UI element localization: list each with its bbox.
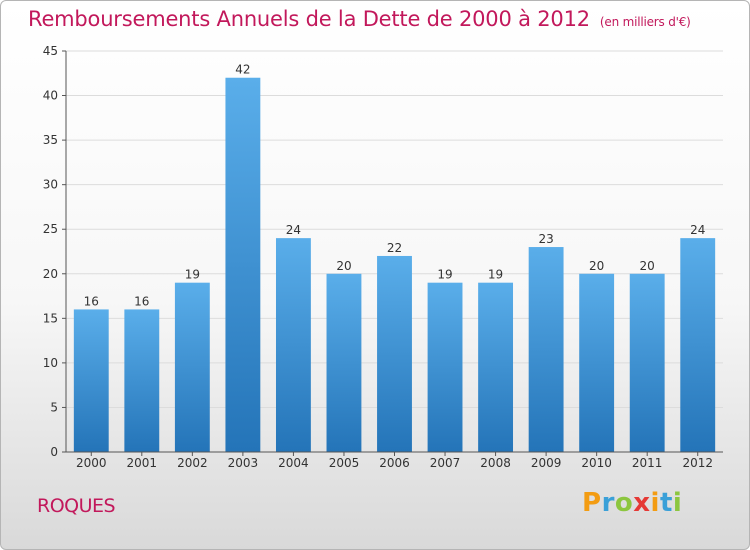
bar [225,77,261,452]
bar [124,309,160,452]
bar [528,247,564,452]
bar-value-label: 42 [235,63,250,77]
bar [478,282,514,452]
bar-value-label: 19 [185,268,200,282]
bar [377,255,412,452]
bar [275,238,311,452]
bar-value-label: 20 [589,259,604,273]
x-tick-label: 2003 [228,456,259,470]
logo-letter: i [672,488,683,518]
y-tick-label: 10 [43,356,58,370]
bar-value-label: 20 [640,259,655,273]
logo-letter: i [650,488,660,518]
logo-letter: P [582,488,602,518]
bar-value-label: 19 [437,268,452,282]
x-tick-label: 2005 [329,456,360,470]
x-tick-label: 2004 [278,456,309,470]
logo-letter: o [614,488,634,518]
logo-letter: r [601,488,615,518]
y-tick-label: 15 [43,311,58,325]
bar-value-label: 16 [134,294,149,308]
chart-title-block: Remboursements Annuels de la Dette de 20… [28,7,691,31]
y-tick-label: 45 [43,44,58,58]
bar-value-label: 22 [387,241,402,255]
x-tick-label: 2010 [581,456,612,470]
bar-value-label: 19 [488,268,503,282]
y-tick-label: 30 [43,178,58,192]
axes: 0 5 10 15 20 25 30 35 40 45 2000 2001 2002 2003 2004 20… [43,44,723,470]
y-tick-label: 25 [43,222,58,236]
bar-value-label: 24 [286,223,301,237]
bar [427,282,463,452]
chart-unit: (en milliers d'€) [599,15,691,29]
bar [680,238,716,452]
y-tick-label: 5 [50,400,58,414]
x-tick-label: 2001 [127,456,158,470]
x-tick-label: 2000 [76,456,107,470]
bar [629,273,665,452]
bar-value-label: 16 [84,294,99,308]
x-tick-label: 2011 [632,456,663,470]
x-tick-label: 2007 [430,456,461,470]
bar-value-label: 23 [538,232,553,246]
x-tick-label: 2002 [177,456,208,470]
bar [73,309,109,452]
x-tick-label: 2009 [531,456,562,470]
y-tick-label: 20 [43,267,58,281]
y-tick-label: 35 [43,133,58,147]
logo-letter: x [633,488,651,518]
bar [326,273,362,452]
logo-letter: t [659,488,673,518]
chart-title: Remboursements Annuels de la Dette de 20… [28,7,590,31]
y-tick-label: 40 [43,89,58,103]
x-tick-label: 2008 [480,456,511,470]
bar [579,273,615,452]
commune-name: ROQUES [37,495,116,517]
proxiti-logo: Proxiti [582,488,682,518]
bar-value-label: 24 [690,223,705,237]
bar-value-label: 20 [336,259,351,273]
y-tick-label: 0 [50,445,58,459]
x-tick-label: 2012 [682,456,713,470]
bar [174,282,210,452]
bars: 16 16 19 42 24 20 22 19 19 23 20 20 24 [73,63,716,452]
x-tick-label: 2006 [379,456,410,470]
